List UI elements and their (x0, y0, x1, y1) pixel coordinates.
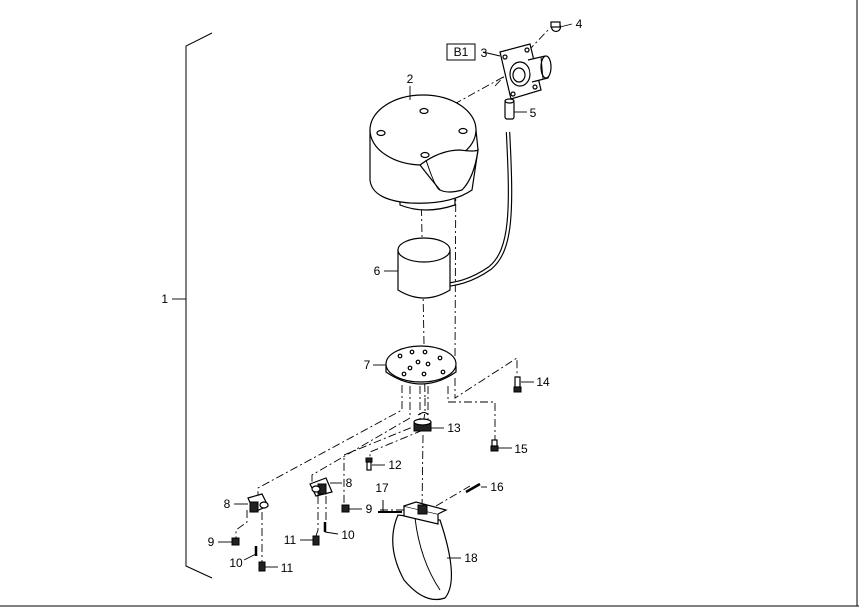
screw-part-11-middle (300, 535, 320, 546)
vane-part-18 (392, 501, 461, 601)
screw-part-4 (550, 21, 573, 33)
callout-labels: 1 2 3 4 5 6 7 8 8 9 9 10 10 11 11 12 13 … (161, 17, 582, 575)
callout-13: 13 (447, 421, 461, 435)
housing-part-2 (369, 86, 479, 211)
cable (439, 131, 513, 289)
callout-12: 12 (388, 458, 402, 472)
callout-3: 3 (481, 46, 488, 60)
callout-2: 2 (407, 72, 414, 86)
callout-8-right: 8 (346, 476, 353, 490)
pin-part-10-left (243, 546, 258, 561)
pin-part-16 (465, 482, 487, 494)
connector-part-3 (482, 43, 552, 100)
assembly-bracket (172, 32, 213, 579)
callout-15: 15 (514, 442, 528, 456)
bracket-part-8-left (234, 493, 269, 513)
callout-11-left: 11 (281, 561, 294, 575)
callout-10-right: 10 (341, 528, 355, 542)
pin-part-17 (378, 500, 402, 513)
callout-11-middle: 11 (284, 533, 297, 547)
callout-4: 4 (576, 17, 583, 31)
screw-part-15 (490, 439, 512, 452)
callout-5: 5 (530, 106, 537, 120)
callout-10-left: 10 (229, 556, 243, 570)
screw-part-11-left (258, 561, 278, 572)
fitting-part-13 (413, 412, 444, 432)
callout-17: 17 (375, 481, 389, 495)
ref-tag-b1: B1 (446, 43, 476, 61)
cylinder-part-6 (384, 237, 451, 299)
screw-part-14 (513, 376, 534, 393)
callout-16: 16 (490, 480, 504, 494)
pin-part-10-right (323, 522, 339, 535)
callout-18: 18 (464, 551, 478, 565)
plate-part-7 (373, 345, 457, 385)
ref-tag-label: B1 (454, 45, 469, 59)
callout-8-left: 8 (224, 497, 231, 511)
screw-part-12 (365, 457, 385, 471)
nut-part-9-right (341, 504, 362, 513)
nut-part-9-left (218, 537, 240, 546)
callout-7: 7 (364, 358, 371, 372)
callout-1: 1 (161, 292, 168, 306)
callout-9-left: 9 (208, 535, 215, 549)
callout-9-right: 9 (366, 502, 373, 516)
bracket-part-8-right (309, 477, 342, 497)
callout-6: 6 (374, 264, 381, 278)
callout-14: 14 (536, 375, 550, 389)
sleeve-part-5 (504, 98, 527, 120)
